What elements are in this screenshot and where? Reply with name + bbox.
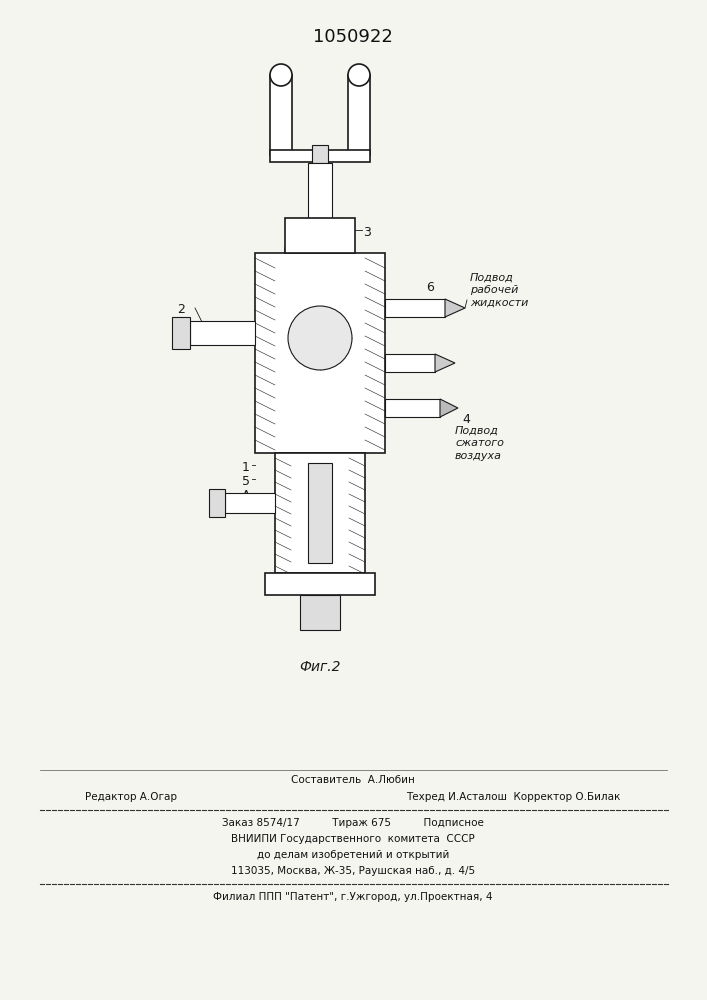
Bar [348,75,370,155]
Text: ВНИИПИ Государственного  комитета  СССР: ВНИИПИ Государственного комитета СССР [231,834,475,844]
Text: Заказ 8574/17          Тираж 675          Подписное: Заказ 8574/17 Тираж 675 Подписное [222,818,484,828]
Polygon shape [440,399,458,417]
Text: Редактор А.Огар: Редактор А.Огар [85,792,177,802]
Text: до делам изобретений и открытий: до делам изобретений и открытий [257,850,449,860]
Bar [209,489,225,517]
Circle shape [270,64,292,86]
Bar [285,218,355,253]
Text: Составитель  А.Любин: Составитель А.Любин [291,775,415,785]
Bar [255,253,385,453]
Text: 6: 6 [426,281,434,294]
Bar [385,299,445,317]
Bar [270,150,370,162]
Text: 2: 2 [177,303,185,316]
Text: 1050922: 1050922 [313,28,393,46]
Text: 3: 3 [363,226,371,239]
Circle shape [348,64,370,86]
Text: Фиг.2: Фиг.2 [299,660,341,674]
Bar [172,317,190,349]
Bar [312,145,328,163]
Bar [385,354,435,372]
Text: 4: 4 [462,413,470,426]
Polygon shape [445,299,465,317]
Bar [385,399,440,417]
Bar [275,453,365,573]
Text: 1: 1 [242,461,250,474]
Text: Филиал ППП "Патент", г.Ужгород, ул.Проектная, 4: Филиал ППП "Патент", г.Ужгород, ул.Проек… [214,892,493,902]
Bar [190,321,255,345]
Circle shape [288,306,352,370]
Bar [300,595,340,630]
Text: А: А [242,489,250,502]
Bar [265,573,375,595]
Text: 5: 5 [242,475,250,488]
Text: Подвод
рабочей
жидкости: Подвод рабочей жидкости [470,273,528,308]
Polygon shape [435,354,455,372]
Bar [270,75,292,155]
Text: 113035, Москва, Ж-35, Раушская наб., д. 4/5: 113035, Москва, Ж-35, Раушская наб., д. … [231,866,475,876]
Bar [308,163,332,218]
Text: Техред И.Асталош  Корректор О.Билак: Техред И.Асталош Корректор О.Билак [406,792,620,802]
Bar [308,463,332,563]
Bar [225,493,275,513]
Text: Подвод
сжатого
воздуха: Подвод сжатого воздуха [455,426,504,461]
